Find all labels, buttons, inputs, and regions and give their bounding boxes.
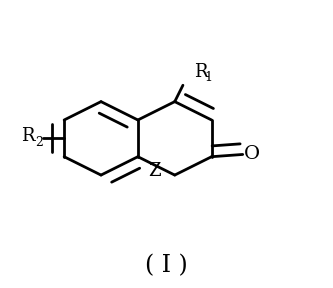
Text: 1: 1 xyxy=(204,71,212,84)
Text: Z: Z xyxy=(149,162,161,180)
Text: O: O xyxy=(244,145,260,164)
Text: R: R xyxy=(21,127,35,145)
Text: ( I ): ( I ) xyxy=(145,254,188,277)
Text: 2: 2 xyxy=(35,136,43,149)
Text: R: R xyxy=(194,63,208,81)
